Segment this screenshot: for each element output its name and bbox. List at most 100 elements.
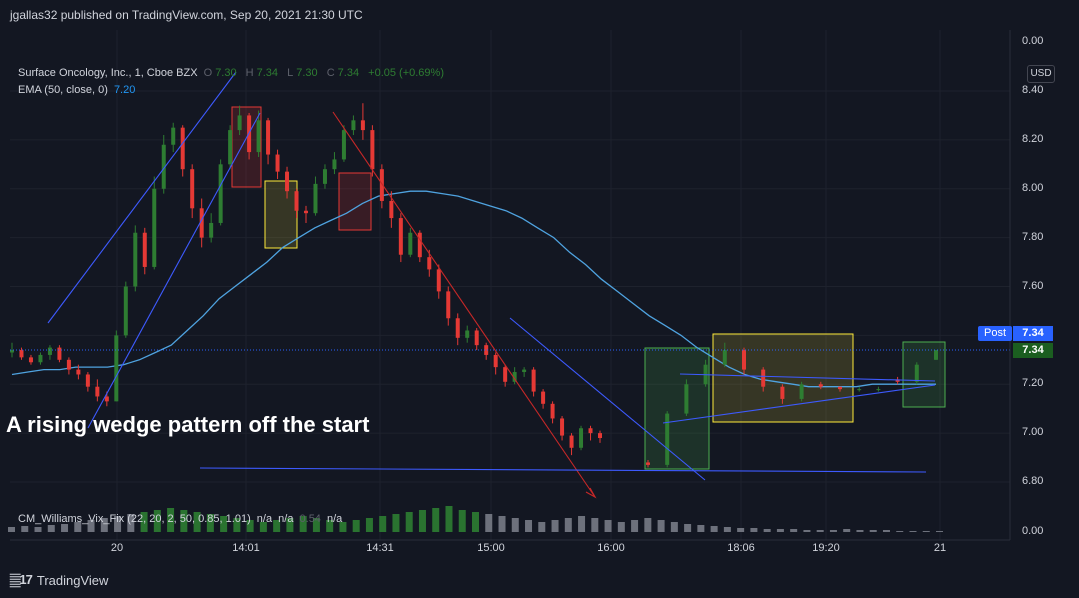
vix-fix-bar (299, 516, 307, 532)
vix-fix-legend[interactable]: CM_Williams_Vix_Fix (22, 20, 2, 50, 0.85… (18, 513, 345, 525)
vix-fix-bar (856, 530, 864, 532)
x-tick-label: 19:20 (812, 542, 840, 554)
vix-fix-bar (61, 524, 69, 532)
high-value: 7.34 (256, 67, 279, 79)
vix-fix-bar (604, 520, 612, 532)
close-label: C 7.34 (326, 67, 360, 79)
candle-body (512, 372, 517, 382)
open-value: 7.30 (215, 67, 237, 79)
vix-fix-bar (776, 529, 784, 532)
x-tick-label: 21 (933, 542, 947, 554)
vix-fix-bar (869, 530, 877, 532)
vix-fix-bar (220, 516, 228, 532)
trend-drawings (10, 71, 1010, 499)
candle-body (266, 120, 271, 155)
chart-annotation-text[interactable]: A rising wedge pattern off the start (6, 412, 370, 437)
vix-fix-bar (246, 520, 254, 532)
candle-body (190, 169, 195, 209)
vix-fix-bar (21, 526, 29, 532)
candle-body (256, 120, 261, 153)
symbol-legend[interactable]: Surface Oncology, Inc., 1, Cboe BZX O 7.3… (18, 67, 447, 79)
vix-fix-bar (684, 524, 692, 532)
candle-body (313, 183, 318, 214)
candle-body (218, 164, 223, 223)
vix-fix-bar (737, 528, 745, 532)
candle-body (427, 257, 432, 270)
ema-label: EMA (50, close, 0) (18, 84, 108, 96)
candle-body (761, 369, 766, 387)
vix-fix-bar (631, 520, 639, 532)
candle-body (228, 130, 233, 165)
x-tick-label: 18:06 (727, 542, 755, 554)
vix-fix-bar (551, 520, 559, 532)
candle-body (484, 345, 489, 355)
vix-fix-bar (896, 531, 904, 532)
candle-body (560, 418, 565, 436)
candle-body (38, 354, 43, 363)
low-label: L 7.30 (287, 67, 318, 79)
vix-na-1: n/a (256, 513, 273, 525)
ema-line (11, 190, 936, 388)
vix-fix-bar (87, 520, 95, 532)
tradingview-logo[interactable]: 𝄛17 TradingView (10, 572, 108, 588)
candle-body (838, 386, 842, 390)
post-market-label: Post (978, 326, 1012, 341)
vix-fix-bar (352, 520, 360, 532)
candle-body (47, 347, 52, 355)
vix-fix-bar (657, 520, 665, 532)
vix-fix-bar (127, 514, 135, 532)
vix-fix-bar (511, 518, 519, 532)
vix-fix-bar (750, 528, 758, 532)
vix-fix-bar (273, 520, 281, 532)
descending-trendline (509, 317, 706, 481)
currency-badge[interactable]: USD (1027, 65, 1055, 83)
candle-body (294, 191, 299, 211)
tradingview-logo-icon: 𝄛17 (10, 572, 33, 587)
candle-body (398, 218, 403, 255)
vix-fix-bar (564, 518, 572, 532)
candle-body (722, 350, 727, 365)
open-label: O 7.30 (203, 67, 237, 79)
candle-body (914, 364, 919, 382)
ema-path (11, 190, 936, 388)
vix-fix-bar (485, 514, 493, 532)
candle-body (304, 210, 308, 214)
highlight-box (264, 180, 298, 249)
y-tick-label: 7.80 (1022, 230, 1044, 243)
vix-fix-bar (816, 530, 824, 532)
candle-body (57, 347, 62, 360)
vix-na-2: n/a (278, 513, 294, 525)
candle-body (332, 159, 337, 170)
candle-body (818, 384, 823, 387)
vix-fix-bar (790, 529, 798, 532)
y-tick-label: 8.40 (1022, 84, 1044, 96)
candle-body (76, 369, 81, 375)
x-tick-label: 16:00 (597, 542, 625, 554)
candle-body (665, 413, 670, 465)
candle-body (95, 386, 100, 397)
ema-legend[interactable]: EMA (50, close, 0) 7.20 (18, 84, 138, 96)
candle-body (104, 396, 109, 402)
y-tick-label: 8.00 (1022, 181, 1044, 194)
candle-body (123, 286, 128, 336)
vix-fix-bar (829, 530, 837, 532)
candle-body (85, 374, 90, 387)
low-value: 7.30 (296, 67, 318, 79)
price-chart[interactable] (0, 0, 1079, 566)
ema-value: 7.20 (113, 84, 136, 96)
candle-body (341, 130, 346, 160)
vix-fix-bar (100, 518, 108, 532)
vix-value: 0.54 (299, 513, 321, 525)
candle-body (171, 127, 176, 145)
candle-body (66, 359, 71, 370)
vix-fix-histogram (8, 506, 943, 532)
vix-fix-bar (34, 527, 42, 532)
candle-body (133, 232, 138, 287)
candle-body (895, 379, 900, 382)
candle-body (237, 115, 242, 131)
candle-body (588, 428, 593, 434)
close-value: 7.34 (337, 67, 360, 79)
candle-body (436, 269, 441, 292)
vix-fix-bar (233, 518, 241, 532)
vix-fix-bar (617, 522, 625, 532)
